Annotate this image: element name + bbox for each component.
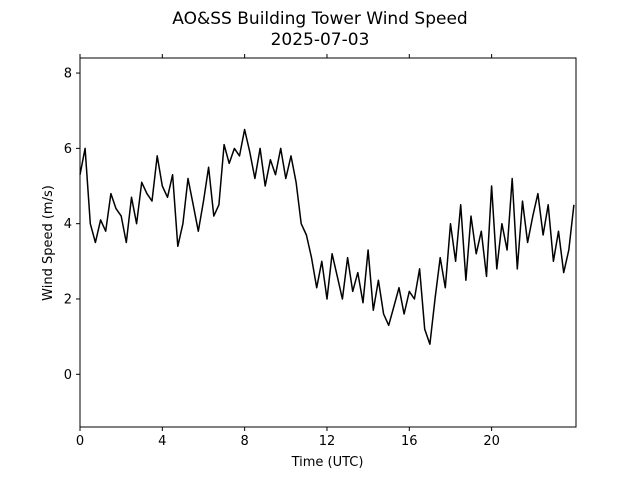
plot-frame — [79, 57, 577, 428]
x-tick-label: 20 — [483, 434, 500, 449]
y-tick-label: 8 — [64, 67, 72, 82]
y-axis-ticks: 0 2 4 6 8 — [64, 67, 80, 383]
x-tick-label: 12 — [319, 434, 336, 449]
chart-title: AO&SS Building Tower Wind Speed — [172, 9, 467, 29]
x-tick-label: 16 — [401, 434, 418, 449]
y-tick-label: 4 — [64, 217, 72, 232]
x-tick-label: 0 — [76, 434, 84, 449]
x-axis-ticks: 0 4 8 12 16 20 — [76, 54, 500, 449]
x-tick-label: 8 — [241, 434, 249, 449]
x-tick-label: 4 — [158, 434, 166, 449]
chart-subtitle: 2025-07-03 — [271, 30, 370, 50]
y-tick-label: 0 — [64, 368, 72, 383]
y-tick-label: 6 — [64, 142, 72, 157]
y-axis-label: Wind Speed (m/s) — [41, 185, 56, 301]
plot-lines — [79, 128, 575, 345]
x-axis-label: Time (UTC) — [291, 455, 364, 470]
y-tick-label: 2 — [64, 292, 72, 307]
wind-speed-series-line — [79, 128, 575, 345]
